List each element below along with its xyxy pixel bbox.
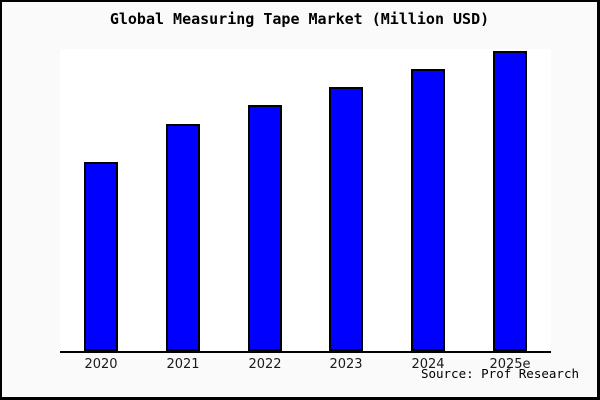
bar-2025e [493,51,527,351]
x-tick-label-2021: 2021 [166,357,200,372]
bar-2022 [248,105,282,351]
chart-title: Global Measuring Tape Market (Million US… [109,10,490,28]
bar-2024 [411,69,445,351]
x-tick-label-2024: 2024 [411,357,445,372]
source-credit: Source: Prof Research [420,366,579,381]
x-tick-label-2023: 2023 [329,357,363,372]
bar-2021 [166,124,200,351]
x-tick-label-2020: 2020 [84,357,118,372]
x-tick-label-2025e: 2025e [489,357,531,372]
bar-2020 [84,162,118,351]
bar-2023 [329,87,363,351]
plot-area [60,49,551,353]
x-tick-label-2022: 2022 [248,357,282,372]
